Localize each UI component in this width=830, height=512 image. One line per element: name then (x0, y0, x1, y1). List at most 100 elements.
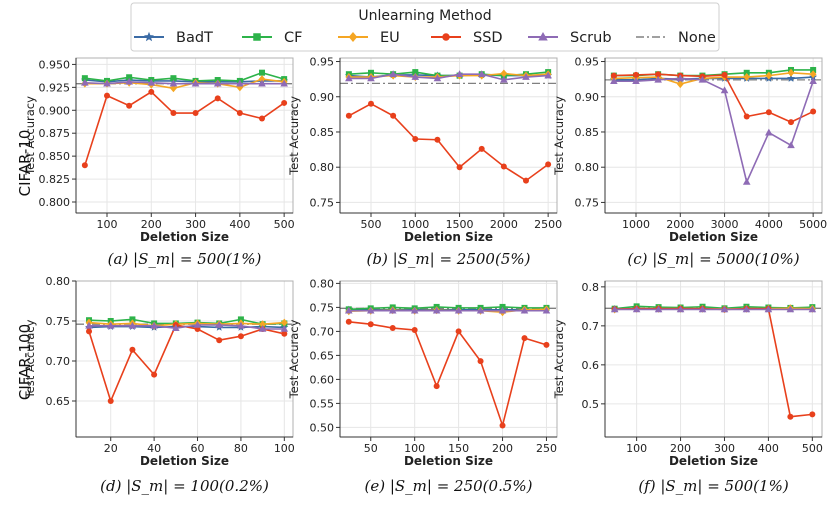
legend: Unlearning Method BadT CF EU SSD Scrub None (130, 2, 720, 52)
data-point-eu (259, 320, 267, 329)
y-tick-label: 0.80 (310, 277, 335, 290)
data-point-eu (676, 80, 684, 89)
y-tick-label: 0.800 (39, 196, 71, 209)
data-point-scrub (654, 305, 663, 313)
data-point-ssd (633, 71, 639, 78)
data-point-scrub (720, 305, 729, 313)
data-point-scrub (103, 79, 111, 87)
series-line-eu (88, 321, 285, 327)
data-point-eu (809, 70, 817, 79)
data-point-scrub (344, 306, 353, 314)
data-point-ssd (411, 326, 418, 333)
y-tick-label: 0.80 (575, 161, 600, 174)
data-point-ssd (126, 102, 133, 109)
data-point-scrub (544, 71, 552, 79)
y-tick-label: 0.85 (575, 126, 600, 139)
y-tick-label: 0.90 (310, 91, 335, 104)
data-point-scrub (476, 306, 485, 314)
panel-caption: (e) |S_m| = 250(0.5%) (364, 477, 532, 495)
data-point-ssd (455, 328, 462, 335)
y-tick-label: 0.875 (39, 127, 71, 140)
data-point-ssd (389, 325, 396, 332)
x-tick-label: 200 (670, 442, 691, 455)
y-tick-label: 0.70 (310, 325, 335, 338)
legend-label-scrub: Scrub (570, 30, 612, 46)
data-point-ssd (610, 72, 617, 79)
x-tick-label: 100 (97, 218, 118, 231)
chart-panel-4: 0.65 0.70 0.75 0.80 20 40 60 80 100 Deletion Size… (23, 275, 295, 495)
data-point-cf (170, 75, 177, 82)
data-point-eu (500, 69, 508, 78)
x-tick-label: 80 (234, 442, 248, 455)
y-tick-label: 0.50 (310, 421, 335, 434)
data-point-scrub (213, 79, 222, 87)
legend-marker-eu (348, 32, 358, 42)
data-point-scrub (258, 325, 267, 332)
series-line-cf (84, 71, 285, 82)
data-point-scrub (676, 305, 685, 313)
row-label-cifar10: CIFAR-10 (16, 130, 34, 197)
series-line-ssd (88, 324, 285, 404)
data-point-scrub (191, 79, 200, 87)
legend-marker-cf (253, 33, 261, 41)
legend-marker-scrub (538, 32, 548, 41)
legend-label-eu: EU (380, 30, 400, 46)
data-point-scrub (106, 321, 115, 329)
data-point-ssd (345, 112, 352, 119)
series-line-badt (84, 79, 285, 83)
data-point-scrub (150, 321, 158, 329)
x-tick-label: 200 (492, 442, 513, 455)
legend-title: Unlearning Method (358, 8, 491, 24)
series-line-ssd (614, 307, 813, 418)
data-point-scrub (128, 321, 137, 329)
x-tick-label: 5000 (799, 218, 827, 231)
data-point-ssd (192, 110, 199, 117)
y-tick-label: 0.60 (310, 373, 335, 386)
data-point-eu (787, 68, 795, 77)
y-tick-label: 0.95 (310, 56, 335, 69)
data-point-ssd (543, 341, 550, 348)
data-point-ssd (104, 92, 110, 99)
data-point-scrub (81, 78, 89, 86)
data-point-ssd (237, 333, 244, 340)
chart-panel-6: 0.5 0.6 0.7 0.8 100 200 300 400 500 Deletion Size… (552, 280, 823, 495)
y-tick-label: 0.75 (575, 196, 600, 209)
data-point-scrub (193, 321, 202, 328)
legend-label-ssd: SSD (473, 30, 503, 46)
x-tick-label: 500 (802, 442, 823, 455)
series-line-scrub (89, 324, 285, 330)
y-tick-label: 0.95 (575, 56, 600, 69)
legend-marker-badt (144, 31, 154, 42)
data-point-badt (787, 74, 795, 82)
data-point-cf (743, 69, 750, 76)
data-point-eu (743, 73, 751, 82)
panel-caption: (a) |S_m| = 500(1%) (108, 250, 262, 268)
x-tick-label: 100 (626, 442, 647, 455)
y-tick-label: 0.85 (310, 126, 335, 139)
data-point-ssd (523, 177, 529, 184)
data-point-ssd (345, 318, 352, 325)
y-tick-label: 0.65 (310, 349, 335, 362)
data-point-scrub (172, 324, 180, 331)
x-axis-label: Deletion Size (669, 454, 758, 468)
data-point-ssd (216, 337, 223, 344)
y-tick-label: 0.925 (39, 81, 71, 94)
data-point-scrub (610, 305, 619, 313)
data-point-ssd (810, 108, 817, 115)
legend-frame (130, 2, 720, 52)
x-axis-label: Deletion Size (140, 230, 229, 244)
x-tick-label: 1500 (446, 218, 474, 231)
data-point-scrub (280, 325, 289, 332)
data-point-scrub (786, 305, 795, 313)
x-tick-label: 1000 (622, 218, 650, 231)
x-axis-label: Deletion Size (140, 454, 229, 468)
data-point-scrub (522, 73, 530, 80)
data-point-cf (810, 66, 817, 73)
data-point-ssd (788, 119, 794, 126)
data-point-scrub (765, 128, 773, 136)
data-point-ssd (499, 422, 506, 429)
data-point-ssd (477, 358, 484, 365)
x-tick-label: 2000 (490, 218, 518, 231)
data-point-ssd (86, 328, 93, 335)
